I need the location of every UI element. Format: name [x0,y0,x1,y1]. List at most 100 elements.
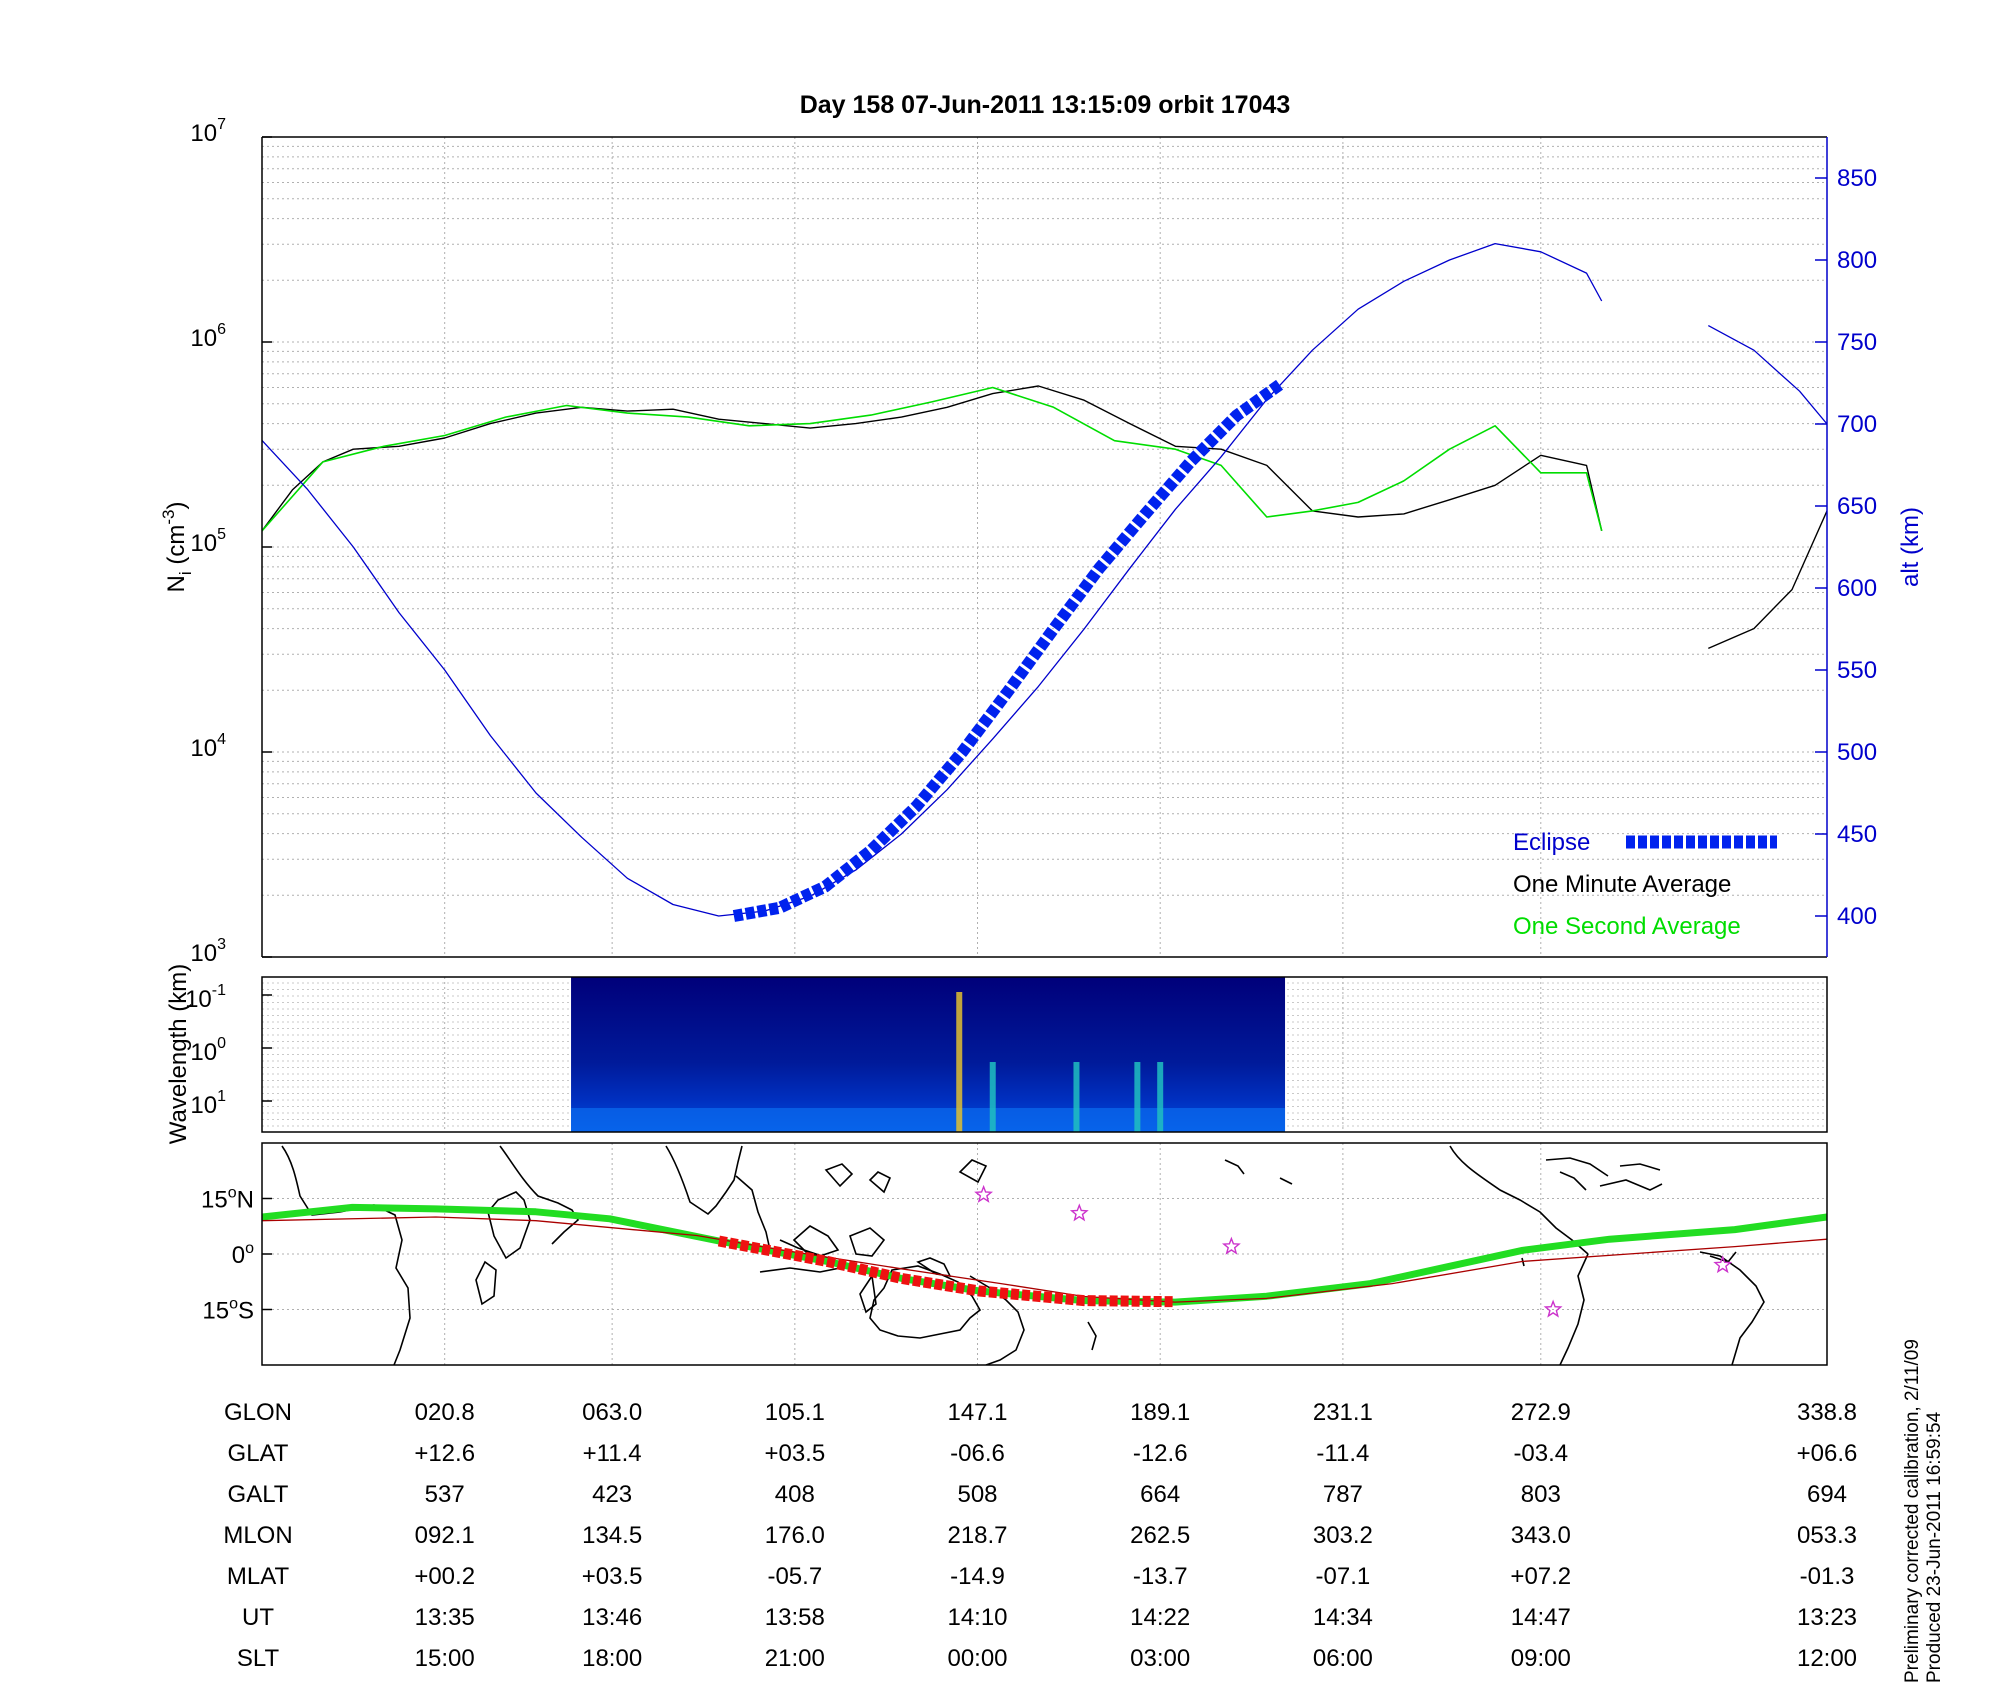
spectrogram-low-band [571,1108,1286,1132]
ephemeris-cell-galt-1: 423 [592,1481,632,1508]
ephemeris-cell-ut-6: 14:47 [1511,1604,1571,1631]
altitude-tick-7: 750 [1837,329,1877,356]
spectrogram-ticks: 10-1 100 101 [185,982,272,1119]
ephemeris-cell-mlon-5: 303.2 [1313,1522,1373,1549]
density-tick-4: 107 [190,116,226,147]
ephemeris-cell-ut-3: 14:10 [947,1604,1007,1631]
ephemeris-cell-mlat-7: -01.3 [1800,1563,1855,1590]
altitude-tick-4: 600 [1837,575,1877,602]
ephemeris-cell-glat-2: +03.5 [764,1440,825,1467]
spectrogram-ylabel: Wavelength (km) [165,964,192,1145]
ephemeris-cell-glon-4: 189.1 [1130,1399,1190,1426]
legend-one-minute: One Minute Average [1513,871,1731,898]
ephemeris-cell-glon-3: 147.1 [947,1399,1007,1426]
series-one-second-average-2 [262,386,1603,532]
ephemeris-cell-glon-0: 020.8 [415,1399,475,1426]
ephemeris-cell-galt-6: 803 [1521,1481,1561,1508]
ephemeris-cell-mlon-3: 218.7 [947,1522,1007,1549]
wavelength-tick-0: 10-1 [185,982,226,1013]
spectrogram-feature-4 [1157,1062,1164,1132]
altitude-tick-1: 450 [1837,821,1877,848]
density-panel: 103 104 105 106 107 400 450 500 550 600 650 700 750… [159,116,1924,967]
map-lat-tick-2: 15oS [202,1296,254,1325]
ephemeris-cell-mlat-3: -14.9 [950,1563,1005,1590]
spectrogram-feature-3 [1134,1062,1141,1132]
density-tick-2: 105 [190,526,226,557]
density-tick-0: 103 [190,936,226,967]
series-one-minute-average-1 [1708,510,1827,650]
ephemeris-cell-ut-7: 13:23 [1797,1604,1857,1631]
ephemeris-cell-mlat-6: +07.2 [1510,1563,1571,1590]
ephemeris-cell-mlon-2: 176.0 [765,1522,825,1549]
ephemeris-cell-glat-5: -11.4 [1316,1440,1369,1467]
ephemeris-cell-slt-5: 06:00 [1313,1645,1373,1672]
spectrogram-panel: 10-1 100 101 Wavelength (km) [165,964,1828,1145]
altitude-right-ticks: 400 450 500 550 600 650 700 750 800 850 [1815,165,1877,930]
figure-title: Day 158 07-Jun-2011 13:15:09 orbit 17043 [800,91,1291,119]
ephemeris-cell-mlat-1: +03.5 [582,1563,643,1590]
ephemeris-cell-mlon-1: 134.5 [582,1522,642,1549]
calibration-note: Preliminary corrected calibration, 2/11/… [1902,1339,1923,1683]
altitude-tick-6: 700 [1837,411,1877,438]
wavelength-tick-1: 100 [190,1035,226,1066]
series-altitude-3 [262,242,1603,917]
map-star-marker-4 [1713,1255,1733,1274]
ephemeris-cell-slt-6: 09:00 [1511,1645,1571,1672]
ephemeris-row-label-glon: GLON [224,1399,292,1426]
altitude-tick-9: 850 [1837,165,1877,192]
ephemeris-cell-glon-7: 338.8 [1797,1399,1857,1426]
spectrogram-feature-0 [956,992,963,1132]
ephemeris-cell-mlon-0: 092.1 [415,1522,475,1549]
map-tracks [262,1184,1827,1318]
map-track-geographic-track [262,1203,1827,1306]
series-one-minute-average-0 [262,385,1603,532]
ephemeris-cell-ut-0: 13:35 [415,1604,475,1631]
ephemeris-cell-glon-5: 231.1 [1313,1399,1373,1426]
map-star-marker-1 [1069,1203,1089,1222]
legend-eclipse: Eclipse [1513,829,1590,856]
ephemeris-cell-slt-7: 12:00 [1797,1645,1857,1672]
ephemeris-cell-mlon-6: 343.0 [1511,1522,1571,1549]
density-left-ticks: 103 104 105 106 107 [190,116,272,967]
ephemeris-cell-slt-4: 03:00 [1130,1645,1190,1672]
ephemeris-cell-glat-7: +06.6 [1797,1440,1858,1467]
ephemeris-row-label-glat: GLAT [228,1440,289,1467]
map-track-magnetic-equator [262,1216,1827,1303]
density-ylabel: Ni (cm-3) [159,502,195,593]
map-panel: 15oN 0o 15oS [201,1142,1828,1366]
ephemeris-cell-ut-5: 14:34 [1313,1604,1373,1631]
spectrogram-feature-1 [989,1062,996,1132]
produced-note: Produced 23-Jun-2011 16:59:54 [1924,1411,1945,1683]
ephemeris-cell-slt-3: 00:00 [947,1645,1007,1672]
ephemeris-cell-ut-1: 13:46 [582,1604,642,1631]
density-series [262,242,1827,922]
ephemeris-row-label-galt: GALT [228,1481,289,1508]
ephemeris-cell-glat-0: +12.6 [414,1440,475,1467]
ephemeris-cell-galt-2: 408 [775,1481,815,1508]
ephemeris-cell-mlat-4: -13.7 [1133,1563,1188,1590]
ephemeris-cell-mlat-2: -05.7 [767,1563,822,1590]
altitude-tick-8: 800 [1837,247,1877,274]
ephemeris-cell-slt-0: 15:00 [415,1645,475,1672]
ephemeris-cell-galt-0: 537 [425,1481,465,1508]
ephemeris-cell-glon-1: 063.0 [582,1399,642,1426]
spectrogram-grid [262,977,1827,1132]
ephemeris-cell-mlon-4: 262.5 [1130,1522,1190,1549]
ephemeris-table: GLON 020.8 063.0 105.1 147.1 189.1 231.1 272.9 3… [223,1399,1857,1672]
ephemeris-row-label-mlon: MLON [223,1522,292,1549]
spectrogram-block [571,977,1286,1132]
ephemeris-cell-mlat-0: +00.2 [414,1563,475,1590]
legend-one-second: One Second Average [1513,913,1741,940]
ephemeris-cell-galt-5: 787 [1323,1481,1363,1508]
ephemeris-cell-glat-1: +11.4 [583,1440,642,1467]
map-lat-tick-1: 0o [232,1240,254,1269]
density-grid [262,137,1827,958]
spectrogram-data [571,977,1286,1132]
ephemeris-cell-mlat-5: -07.1 [1316,1563,1371,1590]
altitude-tick-2: 500 [1837,739,1877,766]
series-altitude-4 [1707,325,1827,425]
ephemeris-row-label-slt: SLT [237,1645,280,1672]
ephemeris-cell-glon-6: 272.9 [1511,1399,1571,1426]
map-star-marker-0 [974,1184,994,1203]
